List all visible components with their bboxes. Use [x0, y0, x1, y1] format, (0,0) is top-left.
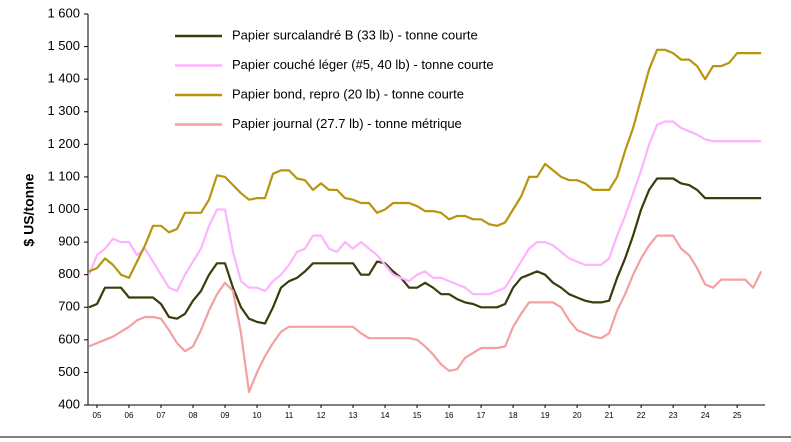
- y-tick-label: 1 000: [47, 201, 80, 216]
- x-tick-label: 19: [541, 411, 550, 420]
- x-tick-label: 17: [477, 411, 486, 420]
- y-tick-label: 1 200: [47, 136, 80, 151]
- x-tick-label: 09: [221, 411, 230, 420]
- legend-label: Papier journal (27.7 lb) - tonne métriqu…: [232, 116, 462, 131]
- y-tick-label: 1 400: [47, 71, 80, 86]
- x-tick-label: 23: [669, 411, 678, 420]
- x-tick-label: 11: [285, 411, 294, 420]
- x-tick-label: 06: [125, 411, 134, 420]
- legend-label: Papier surcalandré B (33 lb) - tonne cou…: [232, 27, 478, 42]
- y-tick-label: 1 300: [47, 103, 80, 118]
- x-tick-label: 15: [413, 411, 422, 420]
- x-tick-label: 14: [381, 411, 390, 420]
- y-tick-label: 1 600: [47, 5, 80, 20]
- y-tick-label: 900: [58, 234, 80, 249]
- x-tick-label: 10: [253, 411, 262, 420]
- x-tick-label: 20: [573, 411, 582, 420]
- y-tick-label: 1 100: [47, 168, 80, 183]
- series-line: [87, 120, 762, 296]
- x-tick-label: 22: [637, 411, 646, 420]
- x-tick-label: 25: [733, 411, 742, 420]
- series-line: [88, 234, 763, 394]
- x-tick-label: 16: [445, 411, 454, 420]
- y-tick-label: 1 500: [47, 38, 80, 53]
- x-tick-label: 18: [509, 411, 518, 420]
- x-tick-label: 13: [349, 411, 358, 420]
- y-tick-label: 600: [58, 331, 80, 346]
- y-tick-label: 700: [58, 299, 80, 314]
- series-line: [88, 48, 762, 279]
- x-tick-label: 07: [157, 411, 166, 420]
- y-tick-label: 400: [58, 396, 80, 411]
- x-tick-label: 24: [701, 411, 710, 420]
- y-tick-label: 800: [58, 266, 80, 281]
- y-axis-title: $ US/tonne: [21, 173, 37, 246]
- x-tick-label: 12: [317, 411, 326, 420]
- x-tick-label: 08: [189, 411, 198, 420]
- legend-label: Papier bond, repro (20 lb) - tonne court…: [232, 86, 464, 101]
- x-tick-label: 21: [605, 411, 614, 420]
- series-line: [88, 177, 762, 325]
- x-tick-label: 05: [93, 411, 102, 420]
- y-tick-label: 500: [58, 364, 80, 379]
- legend-label: Papier couché léger (#5, 40 lb) - tonne …: [232, 57, 494, 72]
